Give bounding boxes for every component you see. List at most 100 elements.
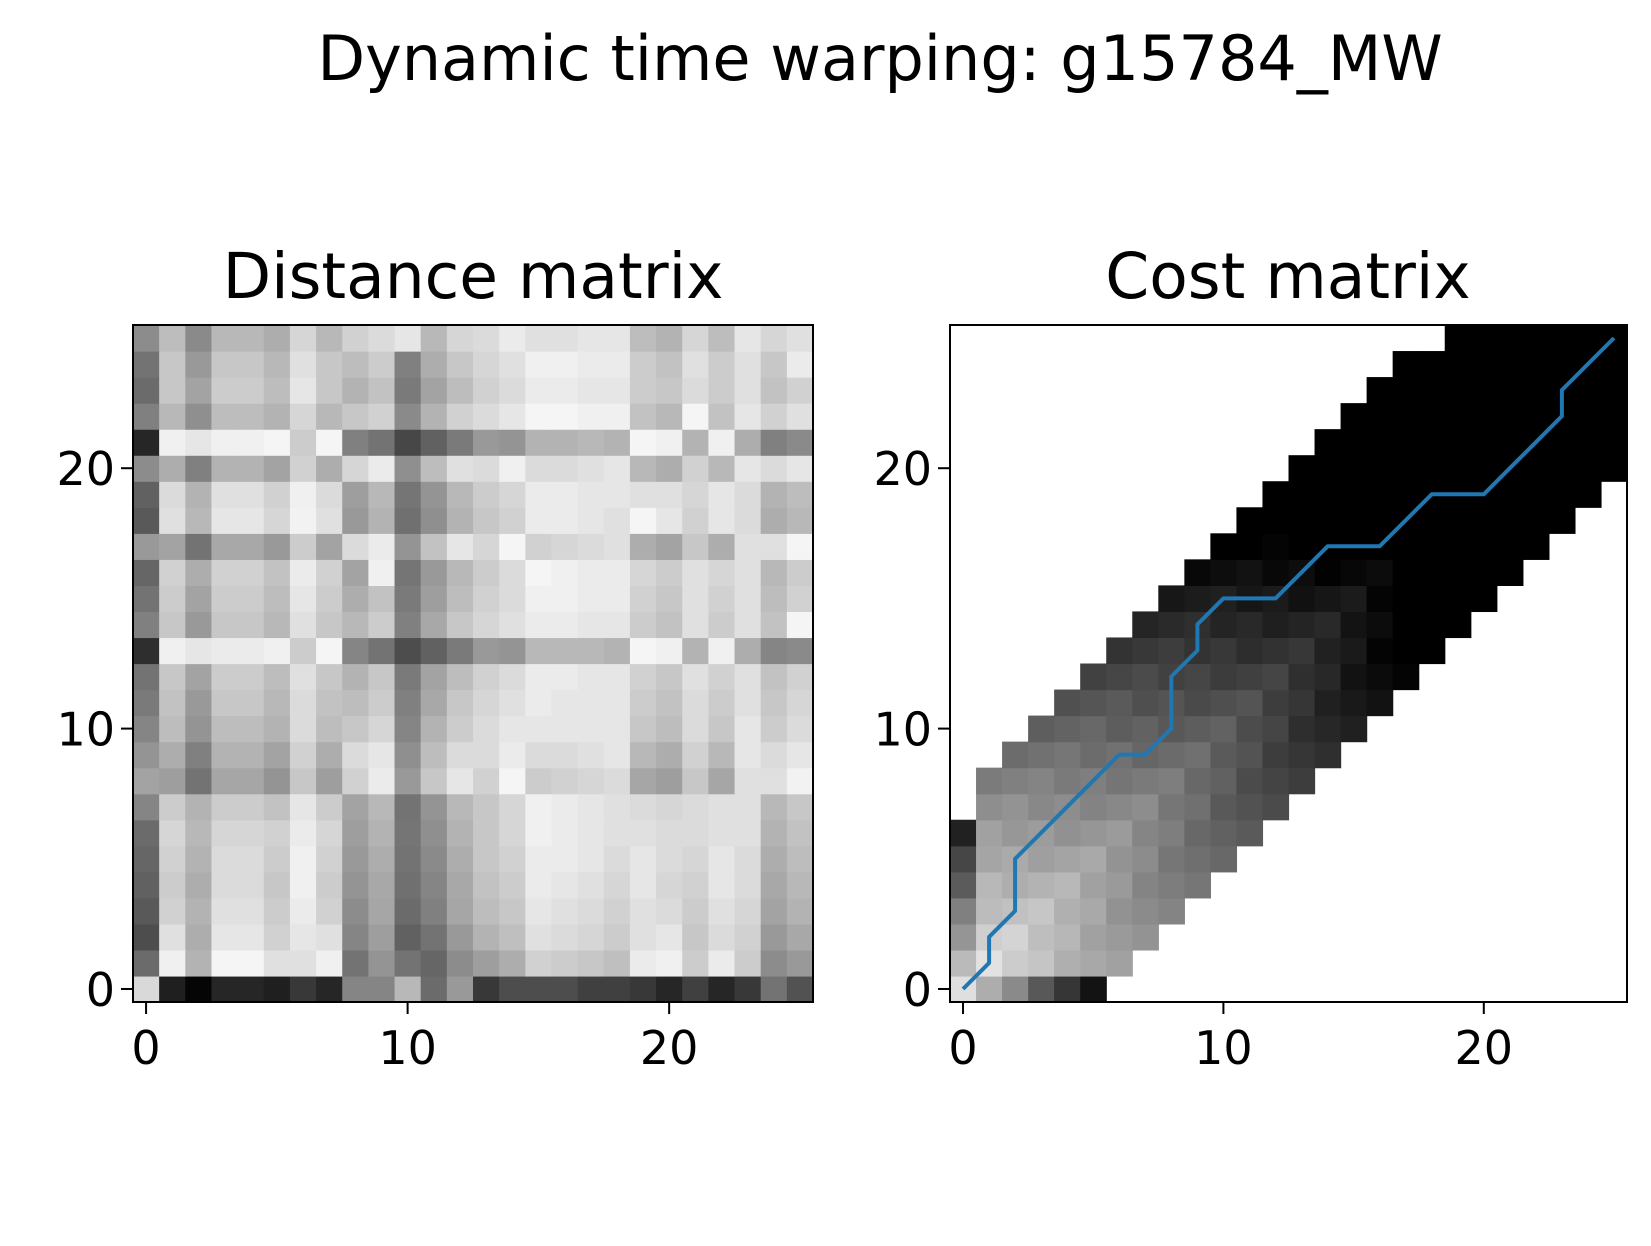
cost-cell <box>1418 429 1446 456</box>
cost-cell <box>1366 689 1394 717</box>
cost-cell <box>1106 767 1133 795</box>
distance-cell <box>420 949 448 977</box>
distance-cell <box>577 559 605 586</box>
distance-cell <box>211 767 239 795</box>
distance-cell <box>342 455 369 482</box>
distance-cell <box>289 351 317 378</box>
distance-cell <box>394 689 422 717</box>
distance-cell <box>682 533 709 560</box>
cost-cell <box>1314 689 1342 717</box>
distance-cell <box>682 949 709 977</box>
distance-cell <box>786 793 814 821</box>
cost-cell <box>1600 377 1628 404</box>
cost-cell <box>1392 481 1420 508</box>
cost-cell <box>1314 741 1342 769</box>
distance-cell <box>682 377 709 404</box>
distance-cell <box>499 559 526 586</box>
distance-cell <box>289 689 317 717</box>
distance-cell <box>446 455 474 482</box>
cost-cell <box>1236 637 1264 665</box>
distance-cell <box>786 767 814 795</box>
cost-cell <box>976 871 1003 899</box>
distance-cell <box>368 793 396 821</box>
y-tick-label: 20 <box>873 442 932 496</box>
distance-cell <box>760 975 788 1003</box>
distance-cell <box>525 611 553 639</box>
distance-cell <box>734 403 762 430</box>
distance-cell <box>185 507 213 534</box>
cost-cell <box>1418 611 1446 639</box>
distance-cell <box>263 325 291 352</box>
cost-cell <box>1548 429 1576 456</box>
cost-cell <box>1392 429 1420 456</box>
warping-path-line <box>961 336 1616 991</box>
distance-cell <box>316 949 343 977</box>
cost-cell <box>1236 507 1264 534</box>
distance-cell <box>368 559 396 586</box>
cost-cell <box>1340 663 1368 691</box>
distance-cell <box>446 637 474 665</box>
distance-cell <box>760 819 788 847</box>
cost-cell <box>1158 767 1185 795</box>
distance-cell <box>237 897 265 925</box>
distance-cell <box>446 403 474 430</box>
cost-cell <box>1444 533 1472 560</box>
distance-cell <box>551 689 579 717</box>
distance-cell <box>603 455 631 482</box>
distance-cell <box>368 533 396 560</box>
distance-cell <box>473 949 500 977</box>
cost-cell <box>1184 767 1211 795</box>
distance-cell <box>499 871 526 899</box>
distance-cell <box>629 741 657 769</box>
distance-cell <box>656 975 683 1003</box>
distance-cell <box>473 845 500 873</box>
distance-cell <box>211 845 239 873</box>
cost-cell <box>1288 585 1316 613</box>
distance-cell <box>708 377 736 404</box>
cost-cell <box>1080 871 1107 899</box>
distance-cell <box>316 819 343 847</box>
cost-cell <box>1106 663 1133 691</box>
distance-cell <box>577 585 605 613</box>
cost-cell <box>1444 611 1472 639</box>
distance-cell <box>551 351 579 378</box>
distance-cell <box>525 585 553 613</box>
distance-cell <box>525 975 553 1003</box>
cost-cell <box>1366 559 1394 586</box>
distance-cell <box>316 377 343 404</box>
distance-cell <box>577 897 605 925</box>
distance-cell <box>734 559 762 586</box>
distance-cell <box>342 481 369 508</box>
cost-cell <box>1314 611 1342 639</box>
cost-cell <box>1288 663 1316 691</box>
distance-cell <box>394 351 422 378</box>
distance-cell <box>473 455 500 482</box>
distance-cell <box>551 403 579 430</box>
distance-cell <box>551 585 579 613</box>
distance-cell <box>185 351 213 378</box>
cost-cell <box>976 845 1003 873</box>
distance-cell <box>342 845 369 873</box>
distance-cell <box>577 611 605 639</box>
distance-cell <box>629 923 657 951</box>
distance-cell <box>682 741 709 769</box>
distance-cell <box>525 481 553 508</box>
cost-cell <box>1262 611 1290 639</box>
cost-cell <box>1574 377 1602 404</box>
distance-cell <box>368 611 396 639</box>
distance-cell <box>133 897 160 925</box>
cost-cell <box>1184 715 1211 743</box>
distance-cell <box>211 429 239 456</box>
distance-cell <box>316 663 343 691</box>
distance-cell <box>786 533 814 560</box>
distance-cell <box>420 741 448 769</box>
cost-cell <box>1262 689 1290 717</box>
distance-cell <box>446 377 474 404</box>
figure-suptitle: Dynamic time warping: g15784_MW <box>317 22 1442 95</box>
distance-cell <box>499 325 526 352</box>
cost-cell <box>1340 585 1368 613</box>
distance-cell <box>656 377 683 404</box>
cost-cell <box>1210 663 1238 691</box>
distance-cell <box>237 819 265 847</box>
